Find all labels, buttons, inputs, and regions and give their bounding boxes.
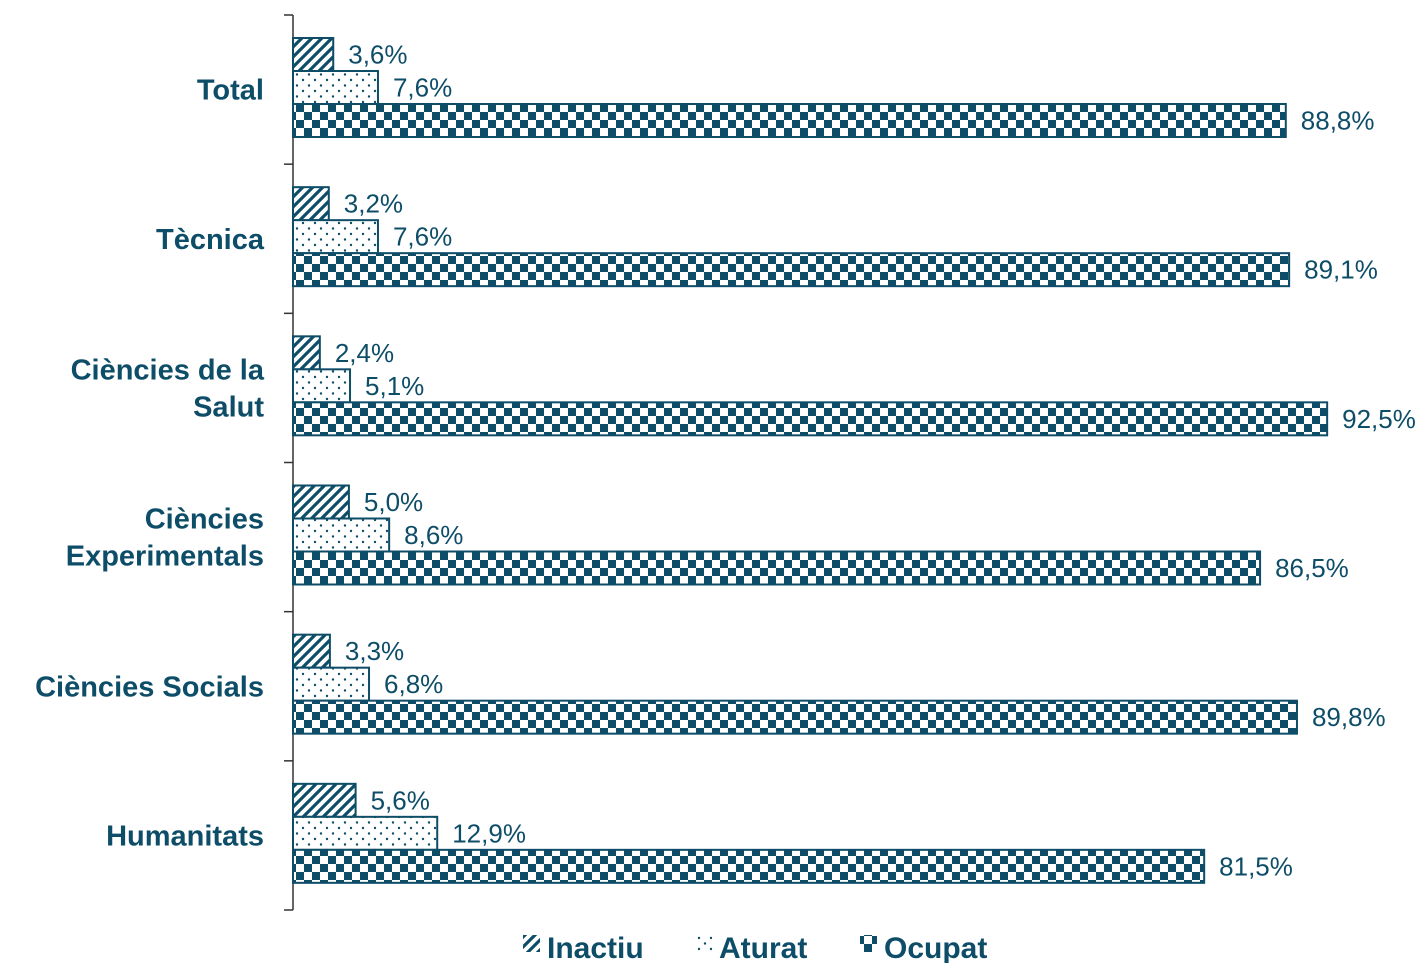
bar-ocupat-ciencies-socials <box>292 699 1298 735</box>
data-label-ocupat-ciencies-socials: 89,8% <box>1312 702 1386 732</box>
legend-swatch-ocupat <box>860 935 877 952</box>
data-label-inactiu-humanitats: 5,6% <box>371 785 430 815</box>
bar-ocupat-humanitats <box>292 848 1206 884</box>
bar-aturat-ciencies-experimentals <box>292 517 391 553</box>
legend-label-inactiu: Inactiu <box>547 932 644 963</box>
bar-inactiu-tecnica <box>292 186 330 222</box>
bar-ocupat-tecnica <box>292 252 1291 288</box>
legend-swatch-aturat <box>695 935 712 952</box>
data-label-ocupat-ciencies-de-la-salut: 92,5% <box>1342 404 1416 434</box>
data-label-ocupat-tecnica: 89,1% <box>1304 255 1378 285</box>
bar-ocupat-ciencies-de-la-salut <box>292 401 1329 437</box>
data-label-ocupat-total: 88,8% <box>1301 106 1375 136</box>
bars <box>292 37 1329 884</box>
category-label-ciencies-de-la-salut-line-2: Salut <box>193 391 264 423</box>
bar-inactiu-humanitats <box>292 782 357 818</box>
data-label-aturat-tecnica: 7,6% <box>393 222 452 252</box>
bar-inactiu-ciencies-socials <box>292 633 331 669</box>
bar-inactiu-ciencies-experimentals <box>292 484 350 520</box>
data-label-aturat-ciencies-socials: 6,8% <box>384 669 443 699</box>
category-label-ciencies-experimentals-line-2: Experimentals <box>66 541 264 573</box>
bar-inactiu-total <box>292 37 335 72</box>
data-label-inactiu-ciencies-experimentals: 5,0% <box>364 487 423 517</box>
bar-ocupat-ciencies-experimentals <box>292 550 1262 586</box>
data-label-aturat-ciencies-experimentals: 8,6% <box>404 520 463 550</box>
data-label-inactiu-ciencies-socials: 3,3% <box>345 636 404 666</box>
legend: Inactiu Aturat Ocupat <box>523 932 987 963</box>
legend-label-aturat: Aturat <box>719 932 807 963</box>
category-label-total: Total <box>197 75 264 107</box>
legend-swatch-inactiu <box>523 935 540 952</box>
bar-aturat-total <box>292 70 379 105</box>
data-label-aturat-ciencies-de-la-salut: 5,1% <box>365 371 424 401</box>
data-label-ocupat-ciencies-experimentals: 86,5% <box>1275 553 1349 583</box>
data-label-aturat-humanitats: 12,9% <box>452 818 526 848</box>
category-label-ciencies-socials: Ciències Socials <box>35 671 264 703</box>
category-label-ciencies-experimentals-line-1: Ciències <box>145 504 264 536</box>
data-label-inactiu-total: 3,6% <box>348 40 407 70</box>
data-label-aturat-total: 7,6% <box>393 73 452 103</box>
legend-label-ocupat: Ocupat <box>884 932 987 963</box>
bar-aturat-tecnica <box>292 219 379 255</box>
category-label-humanitats: Humanitats <box>106 820 264 852</box>
data-label-ocupat-humanitats: 81,5% <box>1219 851 1293 881</box>
category-label-tecnica: Tècnica <box>156 224 265 256</box>
bar-ocupat-total <box>292 103 1287 138</box>
bar-aturat-humanitats <box>292 815 439 851</box>
bar-inactiu-ciencies-de-la-salut <box>292 335 321 371</box>
category-label-ciencies-de-la-salut-line-1: Ciències de la <box>71 354 265 386</box>
category-axis <box>284 14 294 911</box>
data-label-inactiu-tecnica: 3,2% <box>344 189 403 219</box>
bar-aturat-ciencies-de-la-salut <box>292 368 352 404</box>
bar-aturat-ciencies-socials <box>292 666 371 702</box>
data-label-inactiu-ciencies-de-la-salut: 2,4% <box>335 338 394 368</box>
labels: Total3,6%7,6%88,8%Tècnica3,2%7,6%89,1%Ci… <box>35 40 1416 882</box>
